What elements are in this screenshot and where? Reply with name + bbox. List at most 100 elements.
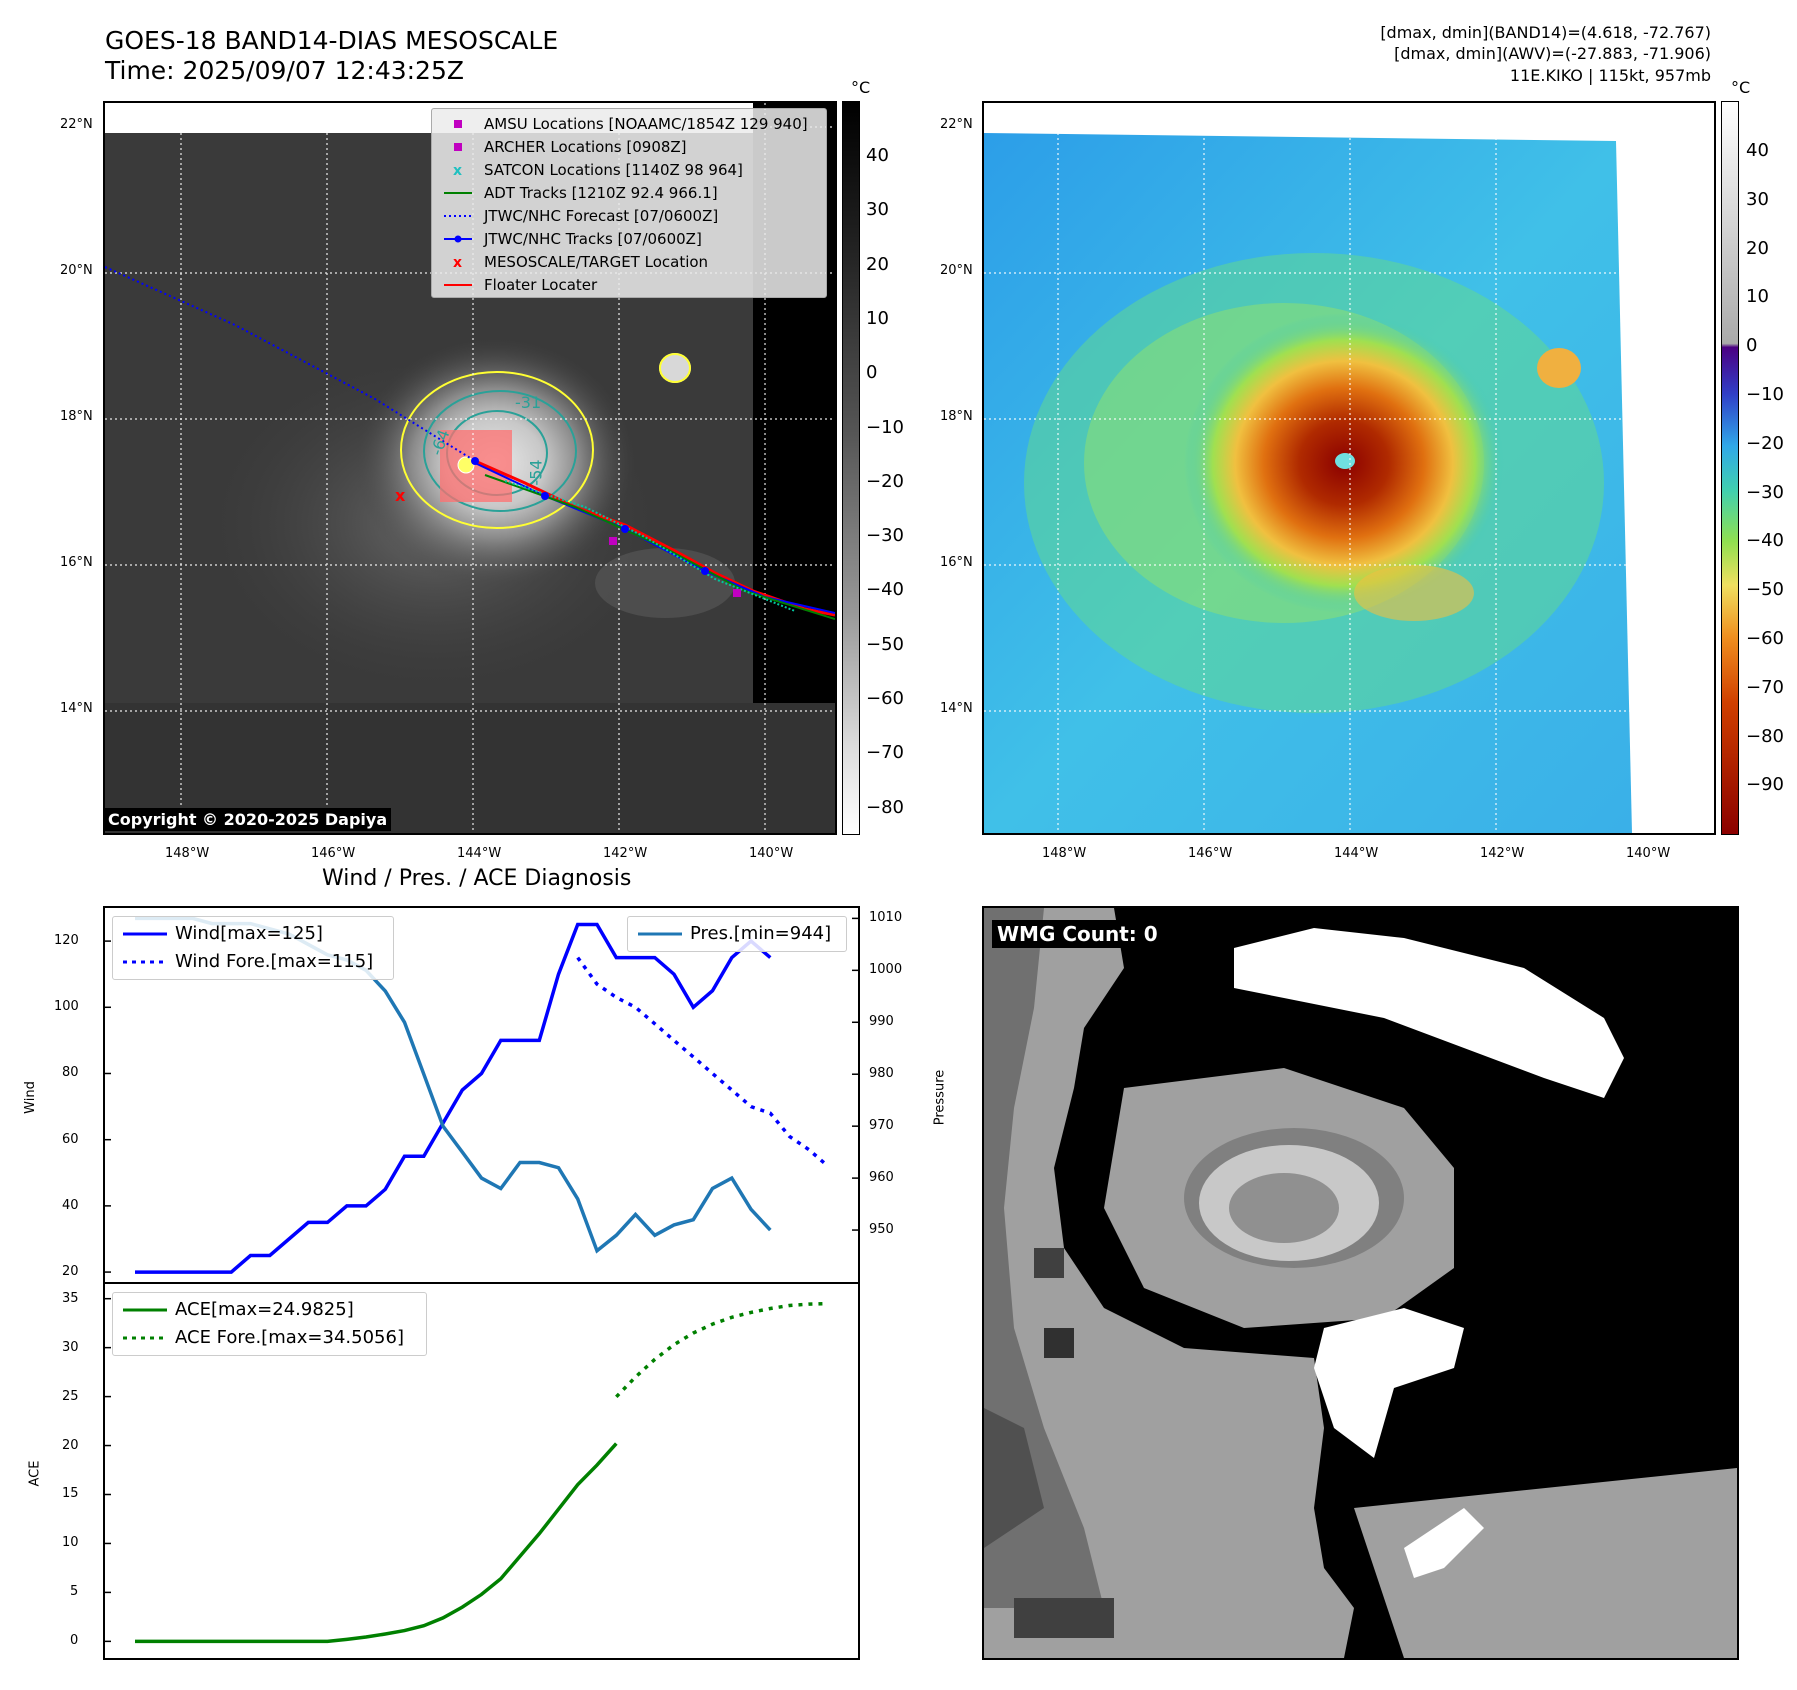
lat-label: 14°N [60, 701, 93, 716]
ace-tick-label: 5 [70, 1584, 79, 1600]
band14-range-text: [dmax, dmin](BAND14)=(4.618, -72.767) [1380, 23, 1711, 42]
pressure-tick-label: 1000 [869, 962, 903, 978]
ace-plot [105, 1297, 829, 1644]
lat-label: 20°N [940, 263, 973, 278]
series-line-1-0 [135, 1442, 618, 1644]
color-colorbar-tick: −60 [1746, 628, 1784, 649]
color-colorbar-tick: −10 [1746, 384, 1784, 405]
ace-chart[interactable] [103, 1282, 860, 1660]
pressure-tick-label: 980 [869, 1066, 894, 1082]
ace-tick-label: 10 [62, 1535, 79, 1551]
lat-label: 18°N [940, 409, 973, 424]
ace-tick-label: 25 [62, 1388, 79, 1404]
color-colorbar-tick: −70 [1746, 676, 1784, 698]
lon-label: 144°W [1334, 846, 1379, 861]
svg-text:x: x [395, 486, 406, 505]
color-colorbar-tick: 40 [1746, 140, 1769, 161]
ir-colorbar-tick: −50 [866, 633, 904, 655]
ir-colorbar [842, 101, 860, 835]
lon-label: 144°W [457, 846, 502, 861]
ace-tick-label: 35 [62, 1290, 79, 1306]
color-colorbar [1721, 101, 1739, 835]
wind-tick-label: 120 [54, 933, 79, 949]
lon-label: 146°W [1188, 846, 1233, 861]
lat-label: 16°N [60, 555, 93, 570]
series-line-0-1 [576, 956, 830, 1168]
pressure-axis-label: Pressure [932, 1069, 948, 1126]
color-colorbar-tick: −80 [1746, 725, 1784, 747]
ir-colorbar-tick: 10 [866, 307, 889, 329]
lon-label: 146°W [311, 846, 356, 861]
wind-legend: Wind[max=125] Wind Fore.[max=115] [112, 916, 394, 980]
lon-label: 140°W [749, 846, 794, 861]
contour-label-54: -54 [526, 459, 546, 486]
lat-label: 14°N [940, 701, 973, 716]
ir-colorbar-tick: −10 [866, 416, 904, 438]
pressure-tick-label: 950 [869, 1222, 894, 1238]
lon-label: 140°W [1626, 846, 1671, 861]
svg-text:x: x [453, 163, 462, 179]
color-colorbar-tick: 0 [1746, 335, 1758, 357]
color-colorbar-tick: 10 [1746, 286, 1769, 308]
color-colorbar-tick: −40 [1746, 530, 1784, 552]
series-line-1-1 [615, 1301, 829, 1399]
wind-tick-label: 80 [62, 1065, 79, 1081]
ir-colorbar-tick: −30 [866, 525, 904, 547]
copyright-badge: Copyright © 2020-2025 Dapiya [104, 808, 392, 831]
color-enhanced-panel[interactable] [982, 101, 1716, 835]
ir-colorbar-tick: 30 [866, 199, 889, 221]
ir-colorbar-tick: −70 [866, 742, 904, 764]
color-colorbar-tick: −30 [1746, 481, 1784, 503]
pressure-tick-label: 990 [869, 1014, 894, 1030]
color-colorbar-tick: 20 [1746, 237, 1769, 259]
wmg-panel[interactable] [982, 906, 1739, 1660]
ir-colorbar-tick: −40 [866, 579, 904, 601]
ace-tick-label: 0 [70, 1633, 79, 1649]
storm-info-text: 11E.KIKO | 115kt, 957mb [1509, 66, 1711, 85]
pressure-legend: Pres.[min=944] [627, 916, 847, 952]
awv-range-text: [dmax, dmin](AWV)=(-27.883, -71.906) [1394, 44, 1711, 63]
ace-axis-label: ACE [27, 1460, 43, 1487]
ir-colorbar-tick: 0 [866, 362, 878, 384]
pressure-tick-label: 970 [869, 1118, 894, 1134]
series-line-0-0 [135, 922, 772, 1274]
lon-label: 142°W [1480, 846, 1525, 861]
pressure-tick-label: 960 [869, 1170, 894, 1186]
wind-tick-label: 40 [62, 1197, 79, 1213]
color-colorbar-tick: 30 [1746, 188, 1769, 210]
ace-tick-label: 15 [62, 1486, 79, 1502]
ir-colorbar-tick: 40 [866, 145, 889, 166]
pressure-tick-label: 1010 [869, 910, 903, 926]
color-colorbar-tick: −90 [1746, 774, 1784, 796]
wind-tick-label: 100 [54, 999, 79, 1015]
figure-title: GOES-18 BAND14-DIAS MESOSCALE [105, 26, 559, 55]
lat-label: 22°N [940, 117, 973, 132]
ir-colorbar-tick: 20 [866, 253, 889, 275]
ir-colorbar-tick: −60 [866, 688, 904, 709]
ace-tick-label: 30 [62, 1339, 79, 1355]
lat-label: 20°N [60, 263, 93, 278]
lat-label: 22°N [60, 117, 93, 132]
svg-text:x: x [453, 255, 462, 271]
ir-colorbar-tick: −80 [866, 796, 904, 818]
ace-legend: ACE[max=24.9825] ACE Fore.[max=34.5056] [112, 1292, 427, 1356]
lon-label: 148°W [1042, 846, 1087, 861]
figure-timestamp: Time: 2025/09/07 12:43:25Z [105, 56, 464, 85]
diagnosis-title: Wind / Pres. / ACE Diagnosis [322, 866, 632, 891]
wind-tick-label: 60 [62, 1131, 79, 1147]
ace-tick-label: 20 [62, 1437, 79, 1453]
wind-tick-label: 20 [62, 1264, 79, 1280]
ir-colorbar-unit: °C [851, 78, 871, 97]
track-legend: AMSU Locations [NOAAMC/1854Z 129 940] AR… [431, 108, 827, 298]
ir-colorbar-tick: −20 [866, 470, 904, 492]
color-colorbar-tick: −50 [1746, 579, 1784, 601]
wmg-image [984, 908, 1737, 1658]
color-colorbar-unit: °C [1731, 78, 1751, 97]
lon-label: 142°W [603, 846, 648, 861]
lat-label: 16°N [940, 555, 973, 570]
contour-label-31: -31 [515, 393, 542, 412]
color-enhanced-image [984, 103, 1714, 833]
color-colorbar-tick: −20 [1746, 432, 1784, 454]
wmg-count-label: WMG Count: 0 [992, 920, 1163, 948]
wind-axis-label: Wind [22, 1081, 38, 1114]
